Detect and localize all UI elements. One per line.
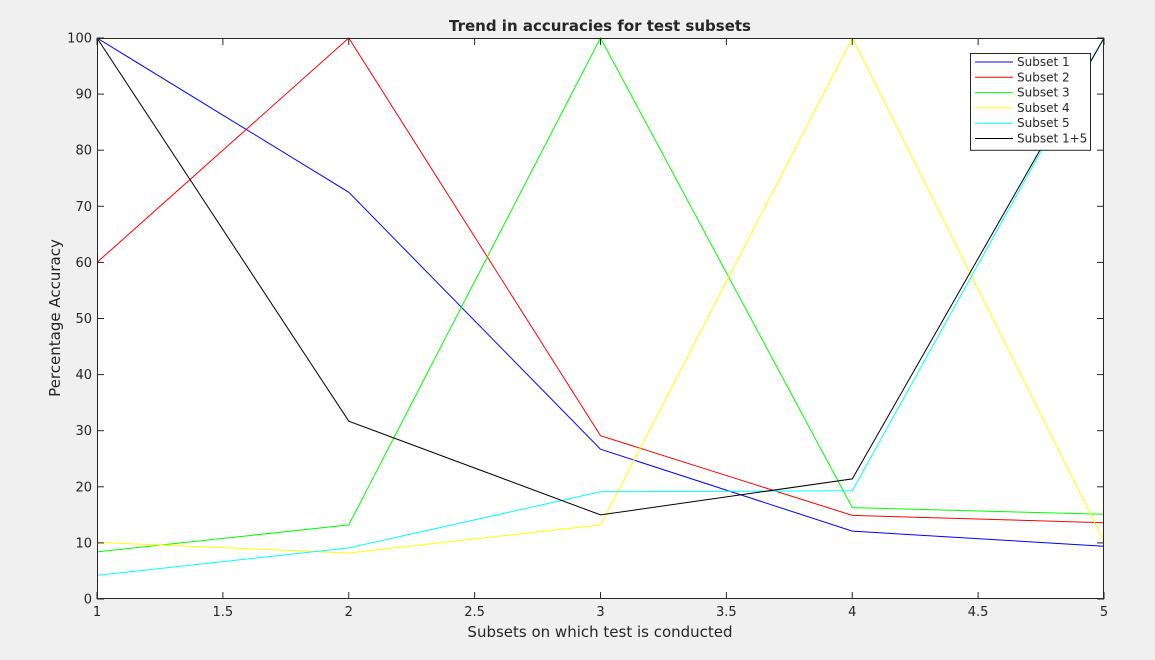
y-tick-label: 70 (75, 200, 92, 215)
y-tick-label: 60 (75, 256, 92, 271)
legend-label-5: Subset 5 (1017, 116, 1070, 130)
x-tick-label: 3 (596, 605, 604, 620)
y-axis-label: Percentage Accuracy (46, 239, 64, 397)
x-axis-label: Subsets on which test is conducted (467, 623, 732, 641)
x-tick-label: 5 (1100, 605, 1108, 620)
x-tick-label: 3.5 (716, 605, 737, 620)
y-tick-label: 30 (75, 424, 92, 439)
x-tick-label: 1.5 (213, 605, 234, 620)
y-tick-label: 20 (75, 480, 92, 495)
y-tick-label: 0 (84, 593, 92, 608)
y-tick-label: 80 (75, 144, 92, 159)
legend-label-4: Subset 4 (1017, 101, 1070, 115)
y-tick-label: 50 (75, 312, 92, 327)
x-tick-label: 4.5 (968, 605, 989, 620)
y-tick-label: 10 (75, 536, 92, 551)
series-line-2 (96, 37, 1105, 524)
legend-label-1: Subset 1 (1017, 55, 1070, 69)
x-tick-label: 1 (93, 605, 101, 620)
y-tick-label: 90 (75, 88, 92, 103)
chart-title: Trend in accuracies for test subsets (449, 17, 751, 35)
legend-label-2: Subset 2 (1017, 70, 1070, 84)
legend-label-3: Subset 3 (1017, 86, 1070, 100)
y-tick-label: 100 (67, 32, 92, 47)
series-line-4 (96, 36, 1105, 554)
legend-label-6: Subset 1+5 (1017, 132, 1087, 146)
legend-box (970, 53, 1091, 151)
series-line-5 (96, 37, 1105, 576)
x-tick-label: 2.5 (464, 605, 485, 620)
x-tick-label: 4 (848, 605, 856, 620)
axes-background (97, 38, 1104, 599)
x-tick-label: 2 (345, 605, 353, 620)
series-line-1 (96, 37, 1105, 547)
y-tick-label: 40 (75, 368, 92, 383)
series-line-6 (96, 37, 1105, 516)
